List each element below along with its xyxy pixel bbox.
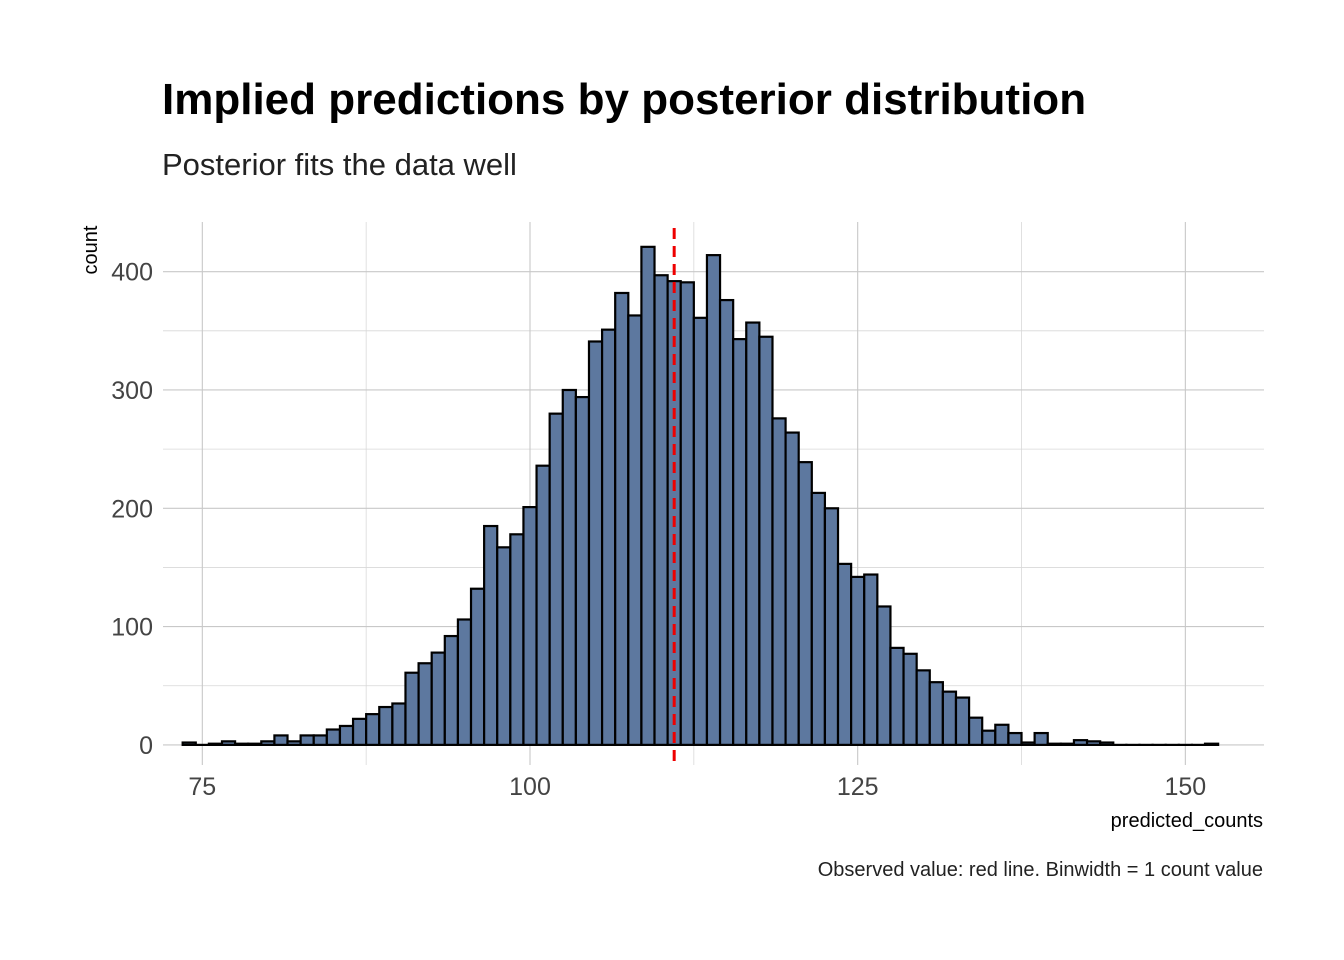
histogram-bar <box>863 573 879 746</box>
histogram-bar <box>784 431 800 746</box>
histogram-bar <box>325 728 342 746</box>
histogram-bar <box>483 524 499 746</box>
chart-caption: Observed value: red line. Binwidth = 1 c… <box>818 859 1263 881</box>
histogram-bar <box>850 575 866 746</box>
histogram-bar <box>260 740 276 746</box>
histogram-bar <box>535 464 551 746</box>
histogram-bar <box>692 316 709 746</box>
histogram-bar <box>181 741 197 746</box>
histogram-bar <box>679 281 695 746</box>
histogram-bar <box>941 690 958 746</box>
histogram-bar <box>614 291 630 746</box>
y-axis-ticks: 0 100 200 300 400 <box>111 259 153 760</box>
histogram-bar <box>1007 731 1023 746</box>
histogram-bar <box>299 734 315 746</box>
histogram-bar <box>561 388 577 746</box>
histogram-bar <box>574 395 591 746</box>
histogram-bar <box>548 412 564 746</box>
histogram-bar <box>666 280 682 746</box>
x-tick-label: 75 <box>188 773 216 801</box>
histogram-bar <box>312 734 328 746</box>
histogram-bar <box>981 729 997 746</box>
histogram-bar <box>1059 742 1076 746</box>
histogram-bars <box>181 245 1220 746</box>
histogram-bar <box>404 671 420 746</box>
y-tick-label: 200 <box>111 495 153 523</box>
histogram-bar <box>797 461 813 746</box>
histogram-bar <box>391 702 407 746</box>
histogram-bar <box>443 634 460 746</box>
x-tick-label: 150 <box>1164 773 1206 801</box>
histogram-bar <box>967 716 984 746</box>
histogram-bar <box>1072 739 1089 746</box>
chart-subtitle: Posterior fits the data well <box>162 147 517 182</box>
histogram-bar <box>365 713 381 746</box>
histogram-bar <box>496 546 512 746</box>
x-tick-label: 100 <box>509 773 551 801</box>
histogram-bar <box>653 274 669 746</box>
histogram-bar <box>1203 742 1220 746</box>
histogram-bar <box>771 417 787 746</box>
histogram-bar <box>954 696 971 746</box>
y-axis-label: count <box>80 225 102 274</box>
histogram-bar <box>823 507 840 746</box>
histogram-bar <box>640 245 656 746</box>
histogram-bar <box>469 587 486 746</box>
x-tick-label: 125 <box>837 773 879 801</box>
histogram-bar <box>732 338 748 746</box>
histogram-bar <box>745 321 761 746</box>
histogram-bar <box>430 651 446 746</box>
histogram-bar <box>810 491 827 746</box>
histogram-bar <box>207 742 224 746</box>
histogram-bar <box>705 254 722 746</box>
histogram-bar <box>456 618 473 746</box>
x-axis-label: predicted_counts <box>1111 810 1263 832</box>
histogram-bar <box>351 717 368 746</box>
histogram-bar <box>889 646 905 746</box>
histogram-bar <box>718 298 735 746</box>
histogram-bar <box>902 652 918 746</box>
histogram-bar <box>286 740 302 746</box>
histogram-bar <box>233 742 250 746</box>
histogram-bar <box>994 723 1010 746</box>
histogram-bar <box>600 328 617 746</box>
histogram-bar <box>587 340 604 746</box>
histogram-bar <box>338 724 355 746</box>
histogram-bar <box>627 314 643 746</box>
histogram-bar <box>220 740 237 746</box>
histogram-bar <box>378 705 394 746</box>
histogram-bar <box>417 662 433 746</box>
histogram-bar <box>522 506 538 746</box>
histogram-bar <box>1085 740 1102 746</box>
histogram-bar <box>1033 731 1049 746</box>
chart-title: Implied predictions by posterior distrib… <box>162 75 1086 124</box>
histogram-bar <box>247 742 263 746</box>
histogram-bar <box>836 562 853 746</box>
y-tick-label: 300 <box>111 377 153 405</box>
histogram-bar <box>273 734 289 746</box>
histogram-bar <box>509 533 525 746</box>
x-axis-ticks: 75 100 125 150 <box>188 773 1206 801</box>
histogram-bar <box>758 335 774 746</box>
y-tick-label: 400 <box>111 259 153 287</box>
y-tick-label: 100 <box>111 614 153 642</box>
histogram-bar <box>1020 741 1036 746</box>
histogram-bar <box>876 605 892 746</box>
histogram-bar <box>1099 741 1115 746</box>
histogram-bar <box>928 681 944 746</box>
y-tick-label: 0 <box>139 732 153 760</box>
histogram-bar <box>915 669 931 746</box>
histogram-bar <box>1046 742 1062 746</box>
